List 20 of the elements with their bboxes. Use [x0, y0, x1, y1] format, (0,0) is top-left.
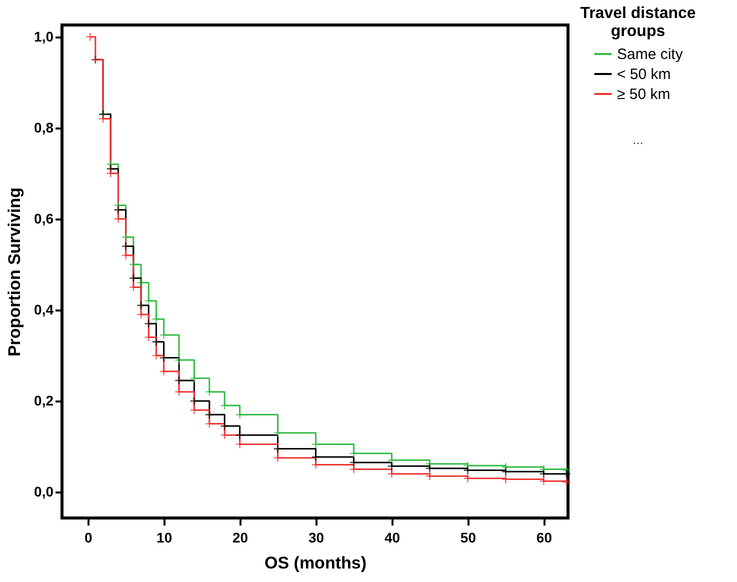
- legend-label: ≥ 50 km: [617, 86, 670, 103]
- x-tick-label: 0: [84, 530, 92, 546]
- x-tick-label: 30: [308, 530, 324, 546]
- legend-title: Travel distance groups: [580, 5, 696, 40]
- y-tick-label: 0,4: [34, 301, 54, 318]
- text: ...: [632, 132, 644, 147]
- y-tick-label: 0,6: [34, 210, 54, 226]
- y-tick-label: 0,2: [34, 392, 54, 409]
- x-tick-label: 60: [536, 530, 552, 546]
- y-tick-label: 1,0: [34, 28, 54, 44]
- x-tick-label: 20: [232, 530, 248, 546]
- legend-label: Same city: [617, 46, 684, 63]
- legend-label: < 50 km: [617, 66, 671, 83]
- y-tick-label: 0,0: [34, 484, 54, 500]
- x-tick-label: 50: [460, 530, 476, 546]
- x-tick-label: 10: [156, 530, 172, 546]
- x-axis-title: OS (months): [264, 554, 366, 572]
- x-tick-label: 40: [384, 530, 400, 546]
- y-tick-label: 0,8: [34, 119, 54, 136]
- y-axis-title: Proportion Surviving: [5, 187, 24, 357]
